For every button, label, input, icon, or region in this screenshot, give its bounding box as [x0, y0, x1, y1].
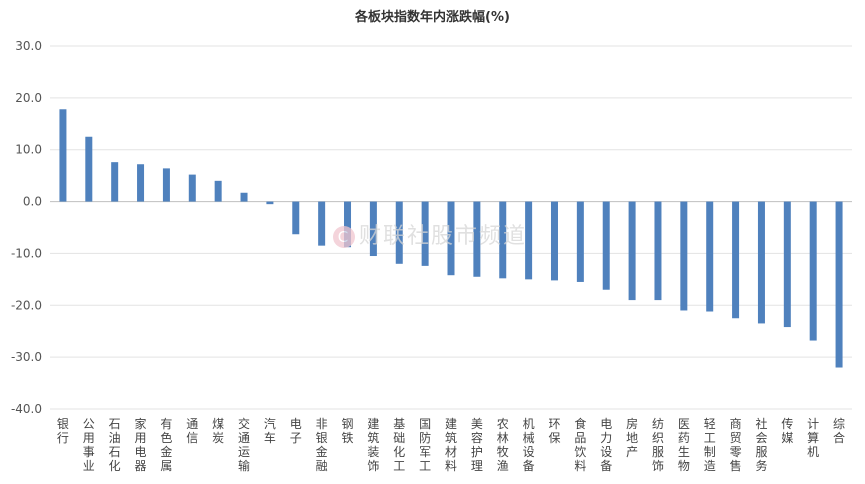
bar — [266, 201, 274, 205]
bar — [525, 201, 533, 280]
bar — [473, 201, 481, 277]
bar — [111, 162, 119, 202]
category-label: 非银金融 — [316, 417, 328, 473]
category-label: 家用电器 — [135, 416, 147, 473]
category-label: 基础化工 — [393, 417, 405, 473]
category-label: 传媒 — [781, 416, 793, 445]
category-label: 有色金属 — [160, 417, 172, 473]
category-label: 煤炭 — [212, 417, 224, 445]
category-label: 计算机 — [807, 417, 819, 459]
category-label: 建筑装饰 — [367, 417, 379, 473]
bar — [162, 168, 170, 202]
category-label: 建筑材料 — [445, 417, 457, 473]
category-label: 农林牧渔 — [497, 417, 509, 473]
category-label: 医药生物 — [678, 417, 690, 473]
bar — [214, 180, 222, 202]
category-label: 食品饮料 — [574, 416, 586, 473]
bar — [292, 201, 300, 235]
bar — [318, 201, 326, 246]
bar — [706, 201, 714, 312]
chart-title: 各板块指数年内涨跌幅(%) — [355, 10, 510, 25]
watermark-logo-icon: C — [333, 226, 355, 248]
bar — [654, 201, 662, 301]
category-label: 汽车 — [264, 416, 276, 445]
bar — [783, 201, 791, 328]
category-label: 电子 — [290, 417, 302, 445]
y-tick-label: 30.0 — [15, 39, 42, 53]
category-label: 公用事业 — [83, 417, 95, 473]
y-tick-label: 10.0 — [15, 143, 42, 157]
bar — [137, 164, 145, 202]
bar — [499, 201, 507, 279]
y-tick-label: 20.0 — [15, 91, 42, 105]
bar — [732, 201, 740, 319]
bar — [85, 136, 93, 202]
y-tick-label: -40.0 — [11, 402, 42, 416]
category-label: 通信 — [186, 417, 198, 445]
category-label: 综合 — [833, 417, 845, 445]
category-label: 社会服务 — [755, 416, 767, 473]
bar — [835, 201, 843, 368]
category-label: 美容护理 — [471, 417, 483, 473]
category-label: 国防军工 — [419, 417, 431, 473]
y-tick-label: -10.0 — [11, 246, 42, 260]
category-label: 交通运输 — [238, 416, 250, 473]
bar — [809, 201, 817, 341]
y-tick-label: 0.0 — [23, 195, 42, 209]
bar — [576, 201, 584, 282]
watermark: C 财联社股市频道 — [333, 218, 527, 250]
y-tick-label: -30.0 — [11, 350, 42, 364]
category-label: 石油石化 — [109, 417, 121, 473]
bar — [680, 201, 688, 311]
bar — [602, 201, 610, 290]
bars — [59, 109, 843, 368]
bar — [447, 201, 455, 276]
bar — [421, 201, 429, 266]
category-label: 商贸零售 — [730, 416, 742, 473]
category-label: 电力设备 — [600, 417, 612, 473]
bar — [369, 201, 377, 257]
bar — [395, 201, 403, 264]
bar — [59, 109, 67, 202]
bar — [628, 201, 636, 301]
category-label: 钢铁 — [342, 417, 354, 445]
y-tick-label: -20.0 — [11, 298, 42, 312]
category-label: 纺织服饰 — [652, 417, 664, 473]
bar — [240, 192, 248, 202]
category-label: 轻工制造 — [704, 417, 716, 473]
category-label: 环保 — [548, 417, 560, 445]
y-axis-tick-labels: 30.0 20.0 10.0 0.0 -10.0 -20.0 -30.0 -40.0 — [11, 39, 42, 416]
bar — [757, 201, 765, 324]
bar — [188, 174, 196, 202]
category-label: 银行 — [57, 417, 69, 445]
bar — [344, 201, 352, 248]
watermark-text: 财联社股市频道 — [359, 224, 528, 249]
category-label: 机械设备 — [523, 417, 535, 473]
category-label: 房地产 — [626, 416, 638, 459]
bar — [550, 201, 558, 281]
